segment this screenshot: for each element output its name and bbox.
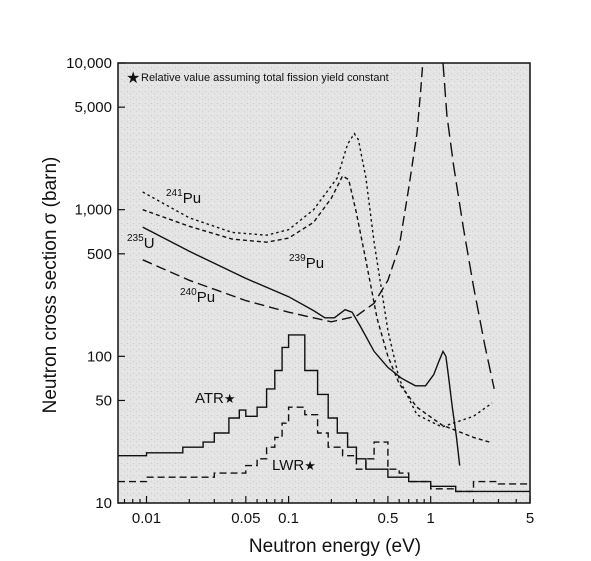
y-tick-label: 5,000 [74, 99, 112, 116]
series-line-239pu [142, 174, 490, 443]
label-atr: ATR★ [195, 390, 236, 407]
y-tick-label: 1,000 [74, 202, 112, 219]
x-tick-label: 1 [427, 510, 435, 527]
y-axis-label: Neutron cross section σ (barn) [40, 157, 61, 414]
series-line-241pu [142, 132, 493, 428]
x-axis-label: Neutron energy (eV) [249, 536, 421, 557]
note-text: Relative value assuming total fission yi… [141, 72, 389, 84]
y-tick-label: 10,000 [66, 55, 112, 72]
label-241pu: 241Pu [166, 188, 201, 207]
plot-frame [117, 62, 531, 504]
series-line-240pu-resonance-tail [442, 63, 495, 390]
note: ★ Relative value assuming total fission … [126, 70, 389, 87]
y-tick-label: 100 [87, 348, 112, 365]
note-star: ★ [126, 70, 140, 87]
ticks-layer: 0.01 0.05 0.1 0.5 1 5 10 50 100 500 1,000 5,000 10,0… [66, 55, 534, 527]
x-tick-label: 5 [526, 510, 534, 527]
label-240pu: 240Pu [180, 287, 215, 306]
y-tick-label: 500 [87, 246, 112, 263]
x-tick-label: 0.1 [278, 510, 299, 527]
series-line-235u [142, 226, 461, 466]
label-239pu: 239Pu [289, 253, 324, 272]
x-tick-label: 0.01 [132, 510, 161, 527]
plot-area [118, 63, 530, 503]
series-line-240pu [142, 63, 424, 323]
label-235u: 235U [127, 233, 155, 252]
curves-layer [118, 63, 530, 493]
label-lwr: LWR★ [272, 457, 316, 474]
x-tick-label: 0.5 [377, 510, 398, 527]
spectrum-line-atr [118, 334, 530, 493]
spectrum-line-lwr [118, 406, 530, 493]
x-tick-label: 0.05 [231, 510, 260, 527]
y-tick-label: 10 [95, 495, 112, 512]
y-tick-label: 50 [95, 392, 112, 409]
